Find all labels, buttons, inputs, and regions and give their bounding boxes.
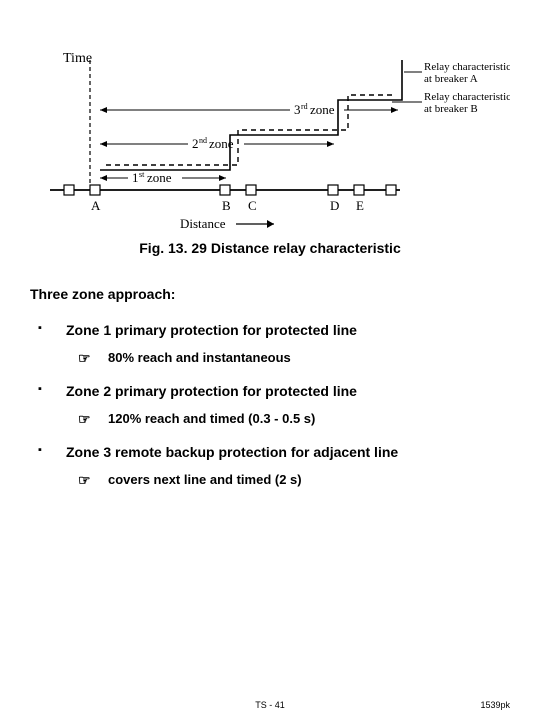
y-axis-label: Time: [63, 51, 92, 66]
svg-text:st: st: [139, 170, 145, 179]
figure-caption: Fig. 13. 29 Distance relay characteristi…: [30, 240, 510, 256]
footer-page-number: TS - 41: [255, 700, 285, 710]
svg-text:zone: zone: [209, 136, 234, 151]
zone-sub-item: 80% reach and instantaneous: [66, 350, 510, 365]
breaker-label-e: E: [356, 198, 364, 213]
annotation-a-line2: at breaker A: [424, 73, 478, 85]
annotation-a-line1: Relay characteristic: [424, 61, 510, 73]
footer-code: 1539pk: [480, 700, 510, 710]
zone3-label: 3 rd zone: [100, 102, 398, 117]
zone-list: Zone 1 primary protection for protected …: [30, 322, 510, 487]
svg-text:3: 3: [294, 102, 301, 117]
svg-text:2: 2: [192, 136, 199, 151]
zone-item: Zone 2 primary protection for protected …: [30, 383, 510, 426]
svg-text:1: 1: [132, 170, 139, 185]
zone-sub-item: 120% reach and timed (0.3 - 0.5 s): [66, 411, 510, 426]
zone-item: Zone 3 remote backup protection for adja…: [30, 444, 510, 487]
zone2-label: 2 nd zone: [100, 136, 334, 151]
svg-text:rd: rd: [301, 102, 308, 111]
svg-text:zone: zone: [147, 170, 172, 185]
x-axis-label: Distance: [180, 216, 226, 230]
zone-item: Zone 1 primary protection for protected …: [30, 322, 510, 365]
relay-b-step: [106, 95, 392, 165]
svg-text:nd: nd: [199, 136, 207, 145]
zone-title: Zone 1 primary protection for protected …: [66, 322, 357, 338]
zone-sub-item: covers next line and timed (2 s): [66, 472, 510, 487]
annotation-b-line2: at breaker B: [424, 103, 478, 115]
relay-a-step: [100, 60, 402, 170]
breaker-label-d: D: [330, 198, 339, 213]
svg-text:zone: zone: [310, 102, 335, 117]
annotation-b-line1: Relay characteristic: [424, 91, 510, 103]
distance-relay-figure: Time A B C D E Distance: [30, 30, 510, 230]
zone1-label: 1 st zone: [100, 170, 226, 185]
breaker-label-b: B: [222, 198, 231, 213]
zone-title: Zone 3 remote backup protection for adja…: [66, 444, 398, 460]
breaker-label-a: A: [91, 198, 101, 213]
breaker-label-c: C: [248, 198, 257, 213]
zone-title: Zone 2 primary protection for protected …: [66, 383, 357, 399]
section-heading: Three zone approach:: [30, 286, 510, 302]
